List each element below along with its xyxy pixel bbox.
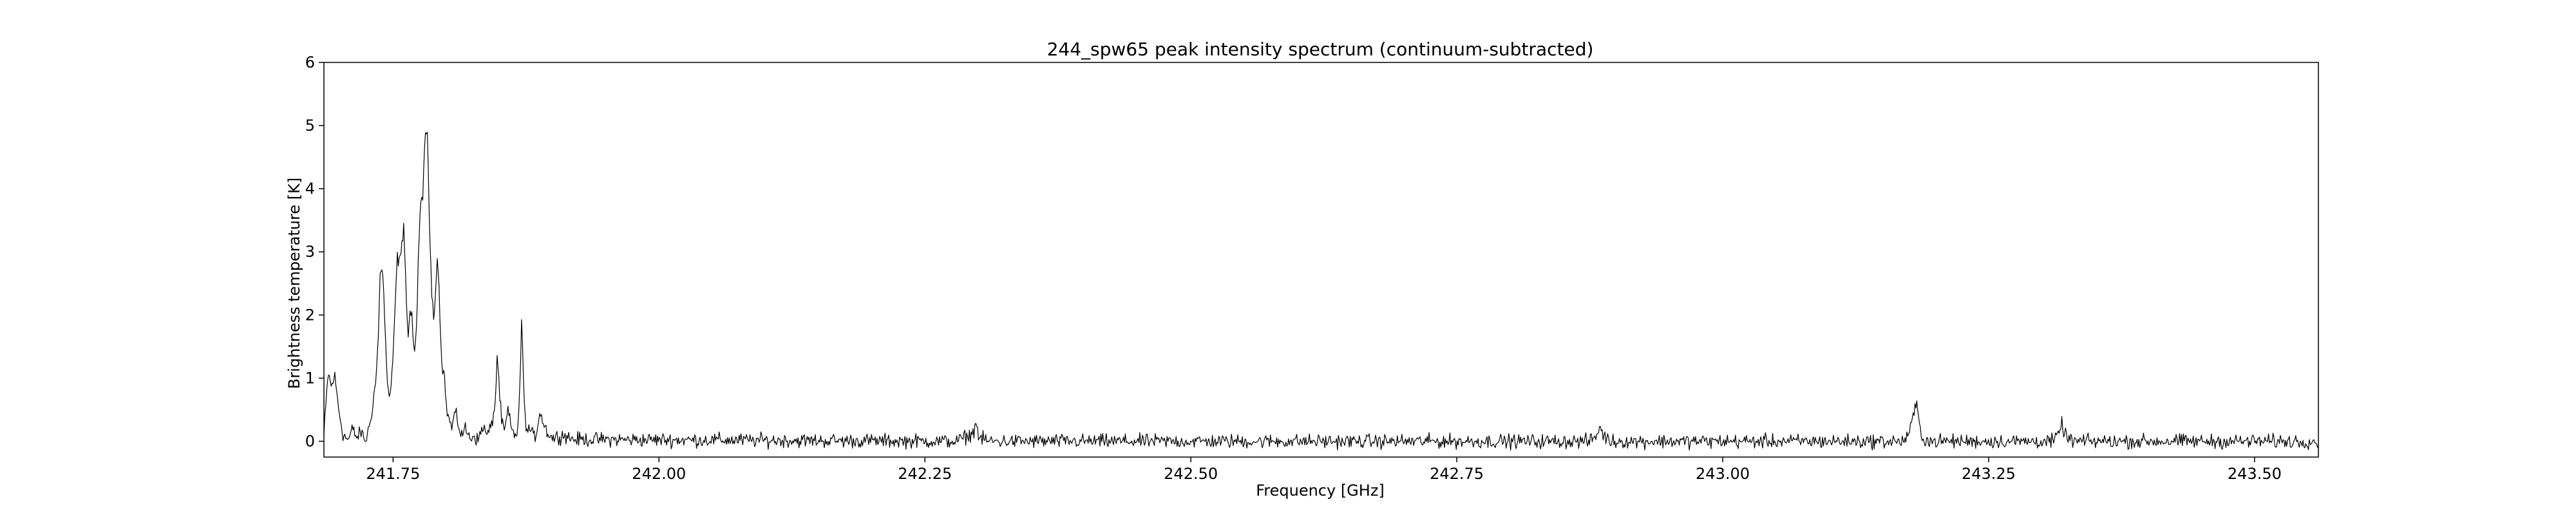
series-layer	[323, 131, 2319, 451]
x-tick-label: 243.00	[1696, 465, 1750, 483]
x-axis-label: Frequency [GHz]	[1256, 482, 1385, 500]
y-tick-label: 5	[305, 117, 315, 135]
x-tick-label: 242.50	[1164, 465, 1218, 483]
x-tick-label: 242.25	[898, 465, 952, 483]
y-tick-label: 4	[305, 180, 315, 198]
tick-layer: 241.75 242.00 242.25 242.50 242.75 243.00 243.…	[305, 53, 2282, 483]
y-tick-label: 3	[305, 243, 315, 261]
x-tick-label: 243.25	[1962, 465, 2016, 483]
plot-frame	[323, 62, 2319, 458]
x-tick-label: 242.75	[1430, 465, 1484, 483]
x-tick-label: 242.00	[632, 465, 686, 483]
x-tick-label: 241.75	[366, 465, 420, 483]
y-tick-label: 2	[305, 306, 315, 324]
x-tick-label: 243.50	[2228, 465, 2282, 483]
y-tick-label: 6	[305, 53, 315, 71]
y-tick-label: 1	[305, 369, 315, 387]
spectrum-line	[323, 131, 2319, 451]
chart-title: 244_spw65 peak intensity spectrum (conti…	[1047, 39, 1594, 60]
y-tick-label: 0	[305, 432, 315, 450]
y-axis-label: Brightness temperature [K]	[285, 178, 303, 389]
